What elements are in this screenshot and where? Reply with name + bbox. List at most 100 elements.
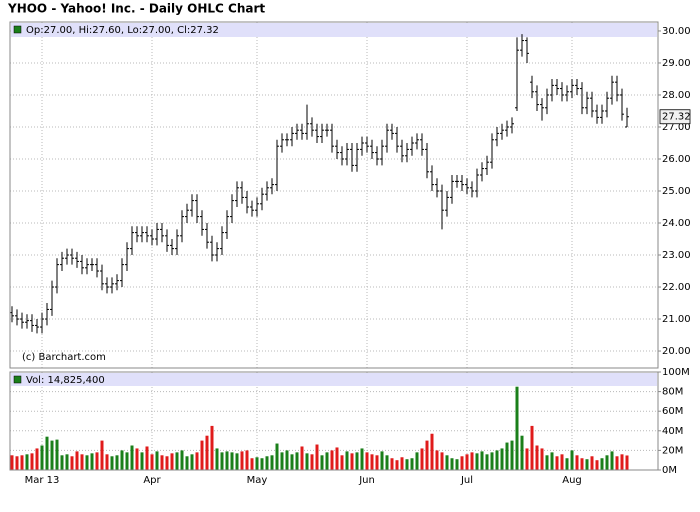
volume-bar: [505, 442, 509, 470]
chart-title: YHOO - Yahoo! Inc. - Daily OHLC Chart: [7, 2, 265, 16]
volume-bar: [615, 456, 619, 470]
x-tick-label: Jul: [460, 475, 473, 486]
volume-bar: [535, 445, 539, 470]
volume-bar: [100, 440, 104, 470]
volume-bar: [435, 450, 439, 470]
volume-bar: [575, 455, 579, 470]
volume-panel: [10, 372, 658, 470]
volume-bar: [180, 450, 184, 470]
volume-bar: [120, 450, 124, 470]
volume-bar: [545, 455, 549, 470]
volume-bar: [385, 455, 389, 470]
last-price-box: [659, 109, 691, 125]
volume-bar: [600, 458, 604, 470]
volume-bar: [365, 452, 369, 470]
volume-bar: [150, 454, 154, 470]
volume-bar: [125, 452, 129, 470]
volume-bar: [360, 448, 364, 470]
volume-bar: [595, 460, 599, 470]
y-tick-label: 20M: [662, 445, 683, 456]
volume-bar: [115, 455, 119, 470]
volume-bar: [10, 455, 14, 470]
volume-bar: [585, 459, 589, 470]
volume-bar: [205, 435, 209, 470]
volume-bar: [440, 452, 444, 470]
price-panel: [10, 22, 658, 368]
x-tick-label: Apr: [143, 475, 161, 486]
volume-bar: [45, 436, 49, 470]
last-price-label: 27.32: [662, 112, 691, 123]
volume-bar: [355, 452, 359, 470]
volume-bar: [270, 455, 274, 470]
volume-bar: [175, 452, 179, 470]
y-tick-label: 28.00: [662, 90, 691, 101]
volume-bar: [55, 439, 59, 470]
volume-bar: [200, 440, 204, 470]
volume-bar: [140, 452, 144, 470]
volume-bar: [540, 448, 544, 470]
volume-bar: [590, 456, 594, 470]
y-tick-label: 21.00: [662, 314, 691, 325]
volume-bar: [515, 386, 519, 470]
volume-bar: [330, 450, 334, 470]
volume-bar: [415, 452, 419, 470]
volume-bar: [420, 448, 424, 470]
volume-bar: [400, 457, 404, 470]
y-tick-label: 23.00: [662, 250, 691, 261]
volume-bar: [315, 444, 319, 470]
volume-bar: [500, 448, 504, 470]
volume-bar: [65, 454, 69, 470]
volume-bar: [210, 425, 214, 470]
volume-bar: [110, 456, 114, 470]
y-tick-label: 22.00: [662, 282, 691, 293]
volume-bar: [90, 453, 94, 470]
volume-bar: [255, 457, 259, 470]
volume-bar: [325, 452, 329, 470]
y-tick-label: 27.00: [662, 122, 691, 133]
volume-bar: [550, 452, 554, 470]
volume-bar: [620, 454, 624, 470]
volume-bar: [495, 450, 499, 470]
y-tick-label: 26.00: [662, 154, 691, 165]
volume-bar: [285, 450, 289, 470]
volume-bar: [455, 459, 459, 470]
volume-bar: [560, 454, 564, 470]
volume-bar: [340, 455, 344, 470]
volume-bar: [460, 456, 464, 470]
legend-swatch: [13, 375, 22, 384]
volume-bar: [485, 454, 489, 470]
volume-bar: [260, 458, 264, 470]
volume-bar: [300, 446, 304, 470]
volume-bar: [225, 451, 229, 470]
volume-bar: [215, 448, 219, 470]
credit: (c) Barchart.com: [22, 352, 106, 363]
volume-bar: [130, 445, 134, 470]
volume-bar: [70, 456, 74, 470]
volume-bar: [15, 456, 19, 470]
y-tick-label: 80M: [662, 387, 683, 398]
volume-bar: [275, 443, 279, 470]
volume-bar: [475, 453, 479, 470]
volume-bar: [185, 456, 189, 470]
volume-bar: [605, 455, 609, 470]
volume-bar: [85, 455, 89, 470]
volume-bar: [520, 435, 524, 470]
volume-bar: [580, 458, 584, 470]
volume-bar: [35, 448, 39, 470]
volume-frame: [9, 371, 659, 471]
price-frame: [9, 21, 659, 369]
marks: [10, 34, 629, 470]
volume-bar: [155, 451, 159, 470]
volume-bar: [430, 433, 434, 470]
volume-bar: [335, 447, 339, 470]
volume-bar: [195, 452, 199, 470]
volume-bar: [370, 454, 374, 470]
x-tick-label: Aug: [562, 475, 582, 486]
volume-bar: [310, 454, 314, 470]
volume-bar: [570, 450, 574, 470]
volume-bar: [230, 452, 234, 470]
volume-bar: [245, 450, 249, 470]
volume-bar: [25, 454, 29, 470]
volume-bar: [295, 452, 299, 470]
